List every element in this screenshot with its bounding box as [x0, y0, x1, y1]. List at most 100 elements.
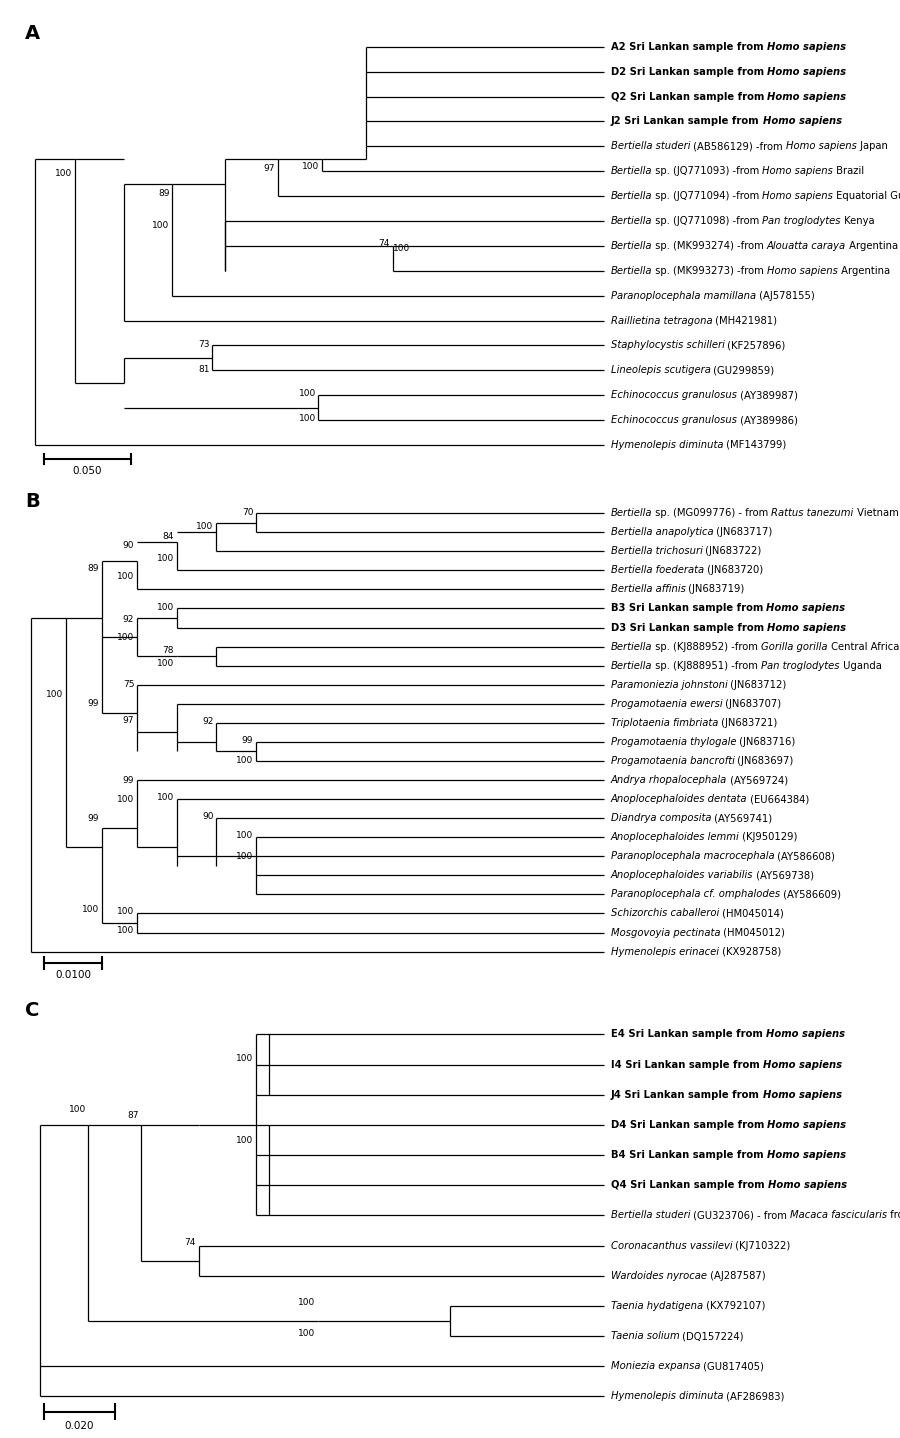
Text: Alouatta caraya: Alouatta caraya [767, 240, 846, 250]
Text: Homo sapiens: Homo sapiens [768, 92, 847, 102]
Text: 89: 89 [87, 564, 99, 572]
Text: Paramoniezia johnstoni: Paramoniezia johnstoni [610, 680, 727, 690]
Text: Brazil: Brazil [833, 167, 864, 177]
Text: (JN683712): (JN683712) [727, 680, 787, 690]
Text: 100: 100 [302, 161, 320, 171]
Text: Rattus tanezumi: Rattus tanezumi [771, 508, 853, 518]
Text: sp. (JQ771093) -from: sp. (JQ771093) -from [652, 167, 762, 177]
Text: (KJ710322): (KJ710322) [732, 1241, 790, 1251]
Text: 75: 75 [122, 680, 134, 689]
Text: Japan: Japan [857, 141, 887, 151]
Text: from Mauritius: from Mauritius [887, 1211, 900, 1221]
Text: 92: 92 [123, 615, 134, 624]
Text: 100: 100 [68, 1106, 86, 1114]
Text: Homo sapiens: Homo sapiens [766, 1030, 845, 1040]
Text: Paranoplocephala cf. omphalodes: Paranoplocephala cf. omphalodes [610, 890, 779, 899]
Text: A2 Sri Lankan sample from: A2 Sri Lankan sample from [610, 42, 767, 52]
Text: (AB586129) -from: (AB586129) -from [690, 141, 786, 151]
Text: 100: 100 [392, 244, 410, 253]
Text: Q4 Sri Lankan sample from: Q4 Sri Lankan sample from [610, 1181, 768, 1191]
Text: (KF257896): (KF257896) [724, 341, 786, 351]
Text: 100: 100 [55, 170, 73, 178]
Text: Homo sapiens: Homo sapiens [763, 1060, 842, 1070]
Text: (AY569724): (AY569724) [727, 775, 788, 785]
Text: (JN683697): (JN683697) [734, 756, 794, 766]
Text: Homo sapiens: Homo sapiens [767, 66, 846, 76]
Text: Lineolepis scutigera: Lineolepis scutigera [610, 365, 710, 375]
Text: (JN683721): (JN683721) [718, 718, 777, 728]
Text: (AY389986): (AY389986) [736, 416, 797, 426]
Text: 87: 87 [127, 1112, 139, 1120]
Text: 89: 89 [158, 188, 169, 198]
Text: Bertiella: Bertiella [610, 660, 652, 670]
Text: Homo sapiens: Homo sapiens [768, 1120, 847, 1130]
Text: Anoplocephaloides lemmi: Anoplocephaloides lemmi [610, 833, 739, 843]
Text: B3 Sri Lankan sample from: B3 Sri Lankan sample from [610, 604, 767, 614]
Text: 78: 78 [162, 646, 174, 654]
Text: 100: 100 [117, 633, 134, 641]
Text: (DQ157224): (DQ157224) [680, 1332, 743, 1342]
Text: Progamotaenia bancrofti: Progamotaenia bancrofti [610, 756, 734, 766]
Text: A: A [25, 24, 40, 43]
Text: 100: 100 [298, 1329, 315, 1337]
Text: Taenia hydatigena: Taenia hydatigena [610, 1301, 703, 1311]
Text: Raillietina tetragona: Raillietina tetragona [610, 315, 712, 325]
Text: (JN683717): (JN683717) [713, 528, 772, 538]
Text: (JN683707): (JN683707) [722, 699, 781, 709]
Text: 70: 70 [242, 508, 253, 516]
Text: sp. (KJ888951) -from: sp. (KJ888951) -from [652, 660, 761, 670]
Text: Bertiella studeri: Bertiella studeri [610, 1211, 690, 1221]
Text: E4 Sri Lankan sample from: E4 Sri Lankan sample from [610, 1030, 766, 1040]
Text: Bertiella studeri: Bertiella studeri [610, 141, 690, 151]
Text: Paranoplocephala mamillana: Paranoplocephala mamillana [610, 290, 756, 301]
Text: 100: 100 [47, 690, 64, 699]
Text: 99: 99 [87, 814, 99, 823]
Text: (EU664384): (EU664384) [747, 794, 809, 804]
Text: J2 Sri Lankan sample from: J2 Sri Lankan sample from [610, 116, 762, 127]
Text: 100: 100 [196, 522, 213, 531]
Text: Coronacanthus vassilevi: Coronacanthus vassilevi [610, 1241, 732, 1251]
Text: D4 Sri Lankan sample from: D4 Sri Lankan sample from [610, 1120, 768, 1130]
Text: Echinococcus granulosus: Echinococcus granulosus [610, 390, 736, 400]
Text: 100: 100 [117, 926, 134, 935]
Text: (MH421981): (MH421981) [712, 315, 777, 325]
Text: 100: 100 [117, 907, 134, 916]
Text: 100: 100 [299, 414, 316, 423]
Text: B: B [25, 492, 40, 512]
Text: Homo sapiens: Homo sapiens [767, 42, 846, 52]
Text: Homo sapiens: Homo sapiens [768, 1181, 847, 1191]
Text: 100: 100 [82, 905, 99, 915]
Text: Uganda: Uganda [840, 660, 881, 670]
Text: Bertiella affinis: Bertiella affinis [610, 584, 686, 594]
Text: (AY389987): (AY389987) [736, 390, 797, 400]
Text: 100: 100 [157, 659, 174, 669]
Text: (JN683719): (JN683719) [686, 584, 744, 594]
Text: 100: 100 [236, 1054, 253, 1063]
Text: 90: 90 [122, 541, 134, 551]
Text: 0.050: 0.050 [73, 466, 103, 476]
Text: Hymenolepis erinacei: Hymenolepis erinacei [610, 946, 718, 956]
Text: (GU299859): (GU299859) [710, 365, 775, 375]
Text: Argentina: Argentina [846, 240, 898, 250]
Text: 100: 100 [298, 1299, 315, 1307]
Text: 100: 100 [236, 831, 253, 840]
Text: Homo sapiens: Homo sapiens [762, 116, 842, 127]
Text: (JN683716): (JN683716) [736, 736, 796, 746]
Text: (AF286983): (AF286983) [723, 1392, 785, 1402]
Text: 100: 100 [152, 221, 169, 230]
Text: (KX928758): (KX928758) [718, 946, 781, 956]
Text: sp. (JQ771094) -from: sp. (JQ771094) -from [652, 191, 762, 201]
Text: 0.0100: 0.0100 [55, 969, 91, 979]
Text: 99: 99 [122, 775, 134, 785]
Text: Bertiella: Bertiella [610, 508, 652, 518]
Text: D2 Sri Lankan sample from: D2 Sri Lankan sample from [610, 66, 767, 76]
Text: 97: 97 [264, 164, 275, 173]
Text: 97: 97 [122, 716, 134, 725]
Text: 100: 100 [236, 755, 253, 765]
Text: 90: 90 [202, 812, 213, 821]
Text: 84: 84 [163, 532, 174, 541]
Text: Homo sapiens: Homo sapiens [763, 1090, 842, 1100]
Text: 100: 100 [157, 792, 174, 802]
Text: 74: 74 [184, 1238, 196, 1247]
Text: (JN683722): (JN683722) [702, 546, 761, 557]
